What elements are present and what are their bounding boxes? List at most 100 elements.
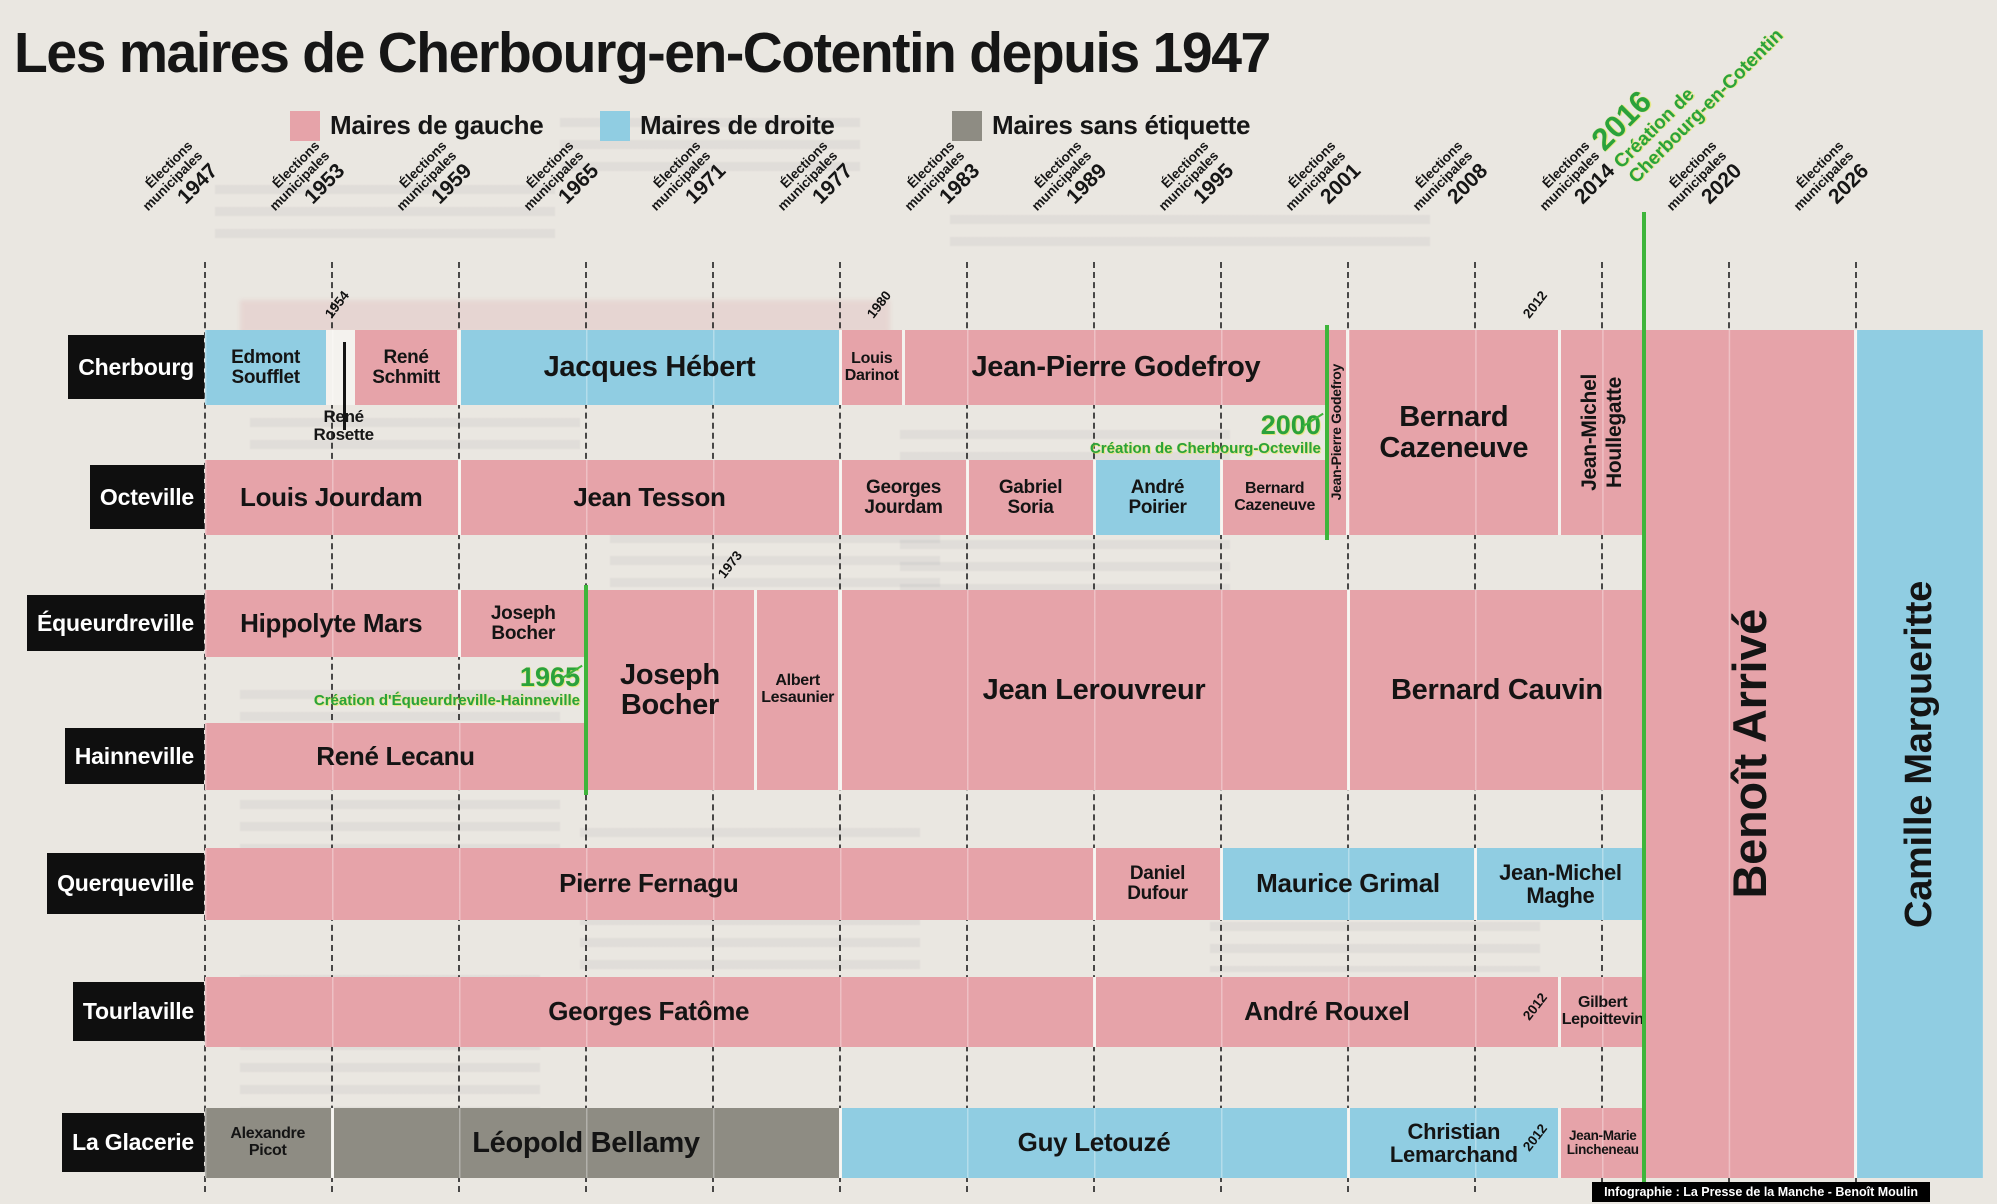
mayor-name-line: André Rouxel [1244, 996, 1410, 1027]
mayor-segment-gilbert-lepoittevin: Gilbert Lepoittevin [1561, 977, 1645, 1047]
mayor-name: Gilbert Lepoittevin [1561, 994, 1644, 1029]
band-group-equeurdreville-hainneville: Joseph Bocher Albert Lesaunier Jean Lerouvre… [586, 590, 1645, 790]
row-label-querqueville: Querqueville [47, 853, 204, 914]
page-title: Les maires de Cherbourg-en-Cotentin depu… [14, 21, 1271, 85]
mayor-segment-jacques hébert: Jacques Hébert [460, 330, 839, 405]
ghost-texture [240, 300, 890, 334]
mayor-segment-camille margueritte: Camille Margueritte [1857, 330, 1983, 1178]
legend-swatch-droite [600, 111, 630, 141]
creation-line-1965 [584, 585, 588, 795]
mayor-segment-andré-poirier: André Poirier [1095, 460, 1220, 535]
mayor-name-line: Jean Tesson [573, 481, 726, 512]
mayor-name-line: Soria [1007, 496, 1054, 518]
mayor-name: Jean Lerouvreur [983, 674, 1206, 705]
mayor-segment-jean lerouvreur: Jean Lerouvreur [841, 590, 1347, 790]
creation-label-1965: 1965 Création d'Équeurdreville-Hainnevill… [313, 662, 580, 709]
mayor-name: Gabriel Soria [998, 476, 1063, 518]
mayor-name: Christian Lemarchand [1390, 1120, 1518, 1166]
mayor-name: André Rouxel [1244, 996, 1410, 1027]
ghost-texture [1210, 922, 1540, 972]
mayor-name: Léopold Bellamy [472, 1126, 700, 1159]
mayor-name-line: Edmont [231, 346, 301, 368]
mayor-name: Jean-Pierre Godefroy [1328, 364, 1344, 500]
band-group-hainneville-track: René Lecanu [205, 723, 586, 790]
mayor-name-line: Poirier [1128, 496, 1187, 518]
mayor-name-line: Christian [1407, 1118, 1501, 1144]
mayor-segment-louis jourdam: Louis Jourdam [205, 460, 458, 535]
mayor-name-line: Lepoittevin [1561, 1011, 1644, 1028]
mayor-segment-bernard-cazeneuve: Bernard Cazeneuve [1222, 460, 1327, 535]
mayor-name-line: Houllegatte [1603, 376, 1627, 489]
marker-note-line: René [323, 407, 364, 426]
mayor-name: René Lecanu [316, 740, 475, 771]
mayor-segment-rené-schmitt: René Schmitt [354, 330, 458, 405]
election-label-2026: Élections municipales 2026 [1759, 138, 1873, 253]
mayor-name-line: Jean-Michel [1499, 859, 1622, 885]
band-group-cherbourg-track: Edmont Soufflet René Schmitt Jacques Hébert L… [205, 330, 1327, 405]
mayor-name: Jean-Marie Lincheneau [1566, 1128, 1639, 1157]
ghost-texture [215, 185, 555, 247]
band-group-laglacerie-track: Alexandre Picot Léopold Bellamy Guy Letouzé… [205, 1108, 1645, 1178]
band-group-octeville-track: Louis Jourdam Jean Tesson Georges Jourdam Ga… [205, 460, 1327, 535]
mayor-name-line: Daniel [1129, 863, 1186, 885]
mayor-name-line: Lincheneau [1566, 1142, 1639, 1157]
creation-year: 2000 [1260, 410, 1321, 440]
mayor-name-line: Darinot [844, 366, 899, 384]
mayor-name-line: Louis [851, 349, 893, 367]
mayor-segment-léopold bellamy: Léopold Bellamy [333, 1108, 839, 1178]
mayor-name-line: René Lecanu [316, 740, 475, 771]
ghost-texture [950, 215, 1430, 255]
mayor-name-line: Bernard Cauvin [1391, 673, 1603, 706]
mayor-segment-jean-michel-maghe: Jean-Michel Maghe [1476, 848, 1645, 920]
election-label-1947: Élections municipales 1947 [108, 138, 222, 253]
mayor-name-line: Soufflet [231, 366, 300, 388]
band-group-cherbourg-octeville: Jean-Pierre Godefroy Bernard Cazeneuve Jean… [1326, 330, 1645, 535]
mayor-name: Alexandre Picot [230, 1125, 305, 1160]
mayor-segment-jean-marie-lincheneau: Jean-Marie Lincheneau [1561, 1108, 1645, 1178]
mayor-name-line: Louis Jourdam [240, 481, 423, 512]
mayor-segment-gabriel-soria: Gabriel Soria [968, 460, 1093, 535]
year-tag-2012: 2012 [1519, 288, 1550, 321]
mayor-name: René Schmitt [372, 347, 440, 388]
row-label-octeville: Octeville [89, 465, 204, 529]
creation-line-2016 [1642, 212, 1647, 1182]
mayor-name-line: Pierre Fernagu [559, 868, 739, 899]
band-group-querqueville-track: Pierre Fernagu Daniel Dufour Maurice Grimal… [205, 848, 1645, 920]
mayor-name-line: Benoît Arrivé [1722, 609, 1776, 899]
mayor-name: Jean-Michel Maghe [1499, 861, 1622, 907]
mayor-segment-edmont-soufflet: Edmont Soufflet [205, 330, 327, 405]
mayor-name-line: Cazeneuve [1234, 496, 1316, 514]
mayor-segment-bernard-cazeneuve: Bernard Cazeneuve [1349, 330, 1559, 535]
mayor-name-line: Jourdam [864, 496, 943, 518]
mayor-name: Joseph Bocher [490, 602, 556, 644]
mayor-segment-pierre fernagu: Pierre Fernagu [205, 848, 1093, 920]
mayor-name: Bernard Cazeneuve [1379, 402, 1528, 463]
mayor-name-line: Gilbert [1577, 994, 1628, 1012]
mayor-name-line: Bocher [620, 689, 719, 721]
creation-text: Création d'Équeurdreville-Hainneville [313, 691, 580, 709]
mayor-segment-alexandre-picot: Alexandre Picot [205, 1108, 331, 1178]
mayor-name-line: Bernard [1399, 401, 1509, 434]
mayor-segment-georges fatôme: Georges Fatôme [205, 977, 1093, 1047]
mayor-name-line: Guy Letouzé [1017, 1127, 1171, 1158]
mayor-name: Edmont Soufflet [231, 346, 301, 388]
mayor-name: André Poirier [1128, 477, 1187, 518]
mayor-name: Benoît Arrivé [1722, 609, 1776, 899]
mayor-name-line: Bocher [491, 622, 556, 644]
creation-line-2000 [1324, 325, 1329, 540]
mayor-segment-bernard cauvin: Bernard Cauvin [1349, 590, 1645, 790]
mayor-name-line: Lesaunier [761, 689, 835, 706]
mayor-name: Jean-Pierre Godefroy [971, 352, 1260, 383]
mayor-name-line: Joseph [490, 602, 556, 624]
mayor-name: Maurice Grimal [1256, 868, 1440, 899]
mayor-name-line: Maurice Grimal [1256, 868, 1440, 899]
mayor-name-line: Léopold Bellamy [472, 1126, 700, 1159]
mayor-name-line: Gabriel [998, 476, 1063, 498]
ghost-texture [250, 418, 580, 458]
row-label-cherbourg: Cherbourg [68, 335, 204, 399]
mayor-name: Bernard Cauvin [1391, 673, 1603, 706]
mayor-segment-guy letouzé: Guy Letouzé [841, 1108, 1347, 1178]
mayor-name: Daniel Dufour [1127, 863, 1188, 904]
mayor-name: Albert Lesaunier [761, 672, 835, 707]
legend-label-gauche: Maires de gauche [330, 109, 544, 140]
